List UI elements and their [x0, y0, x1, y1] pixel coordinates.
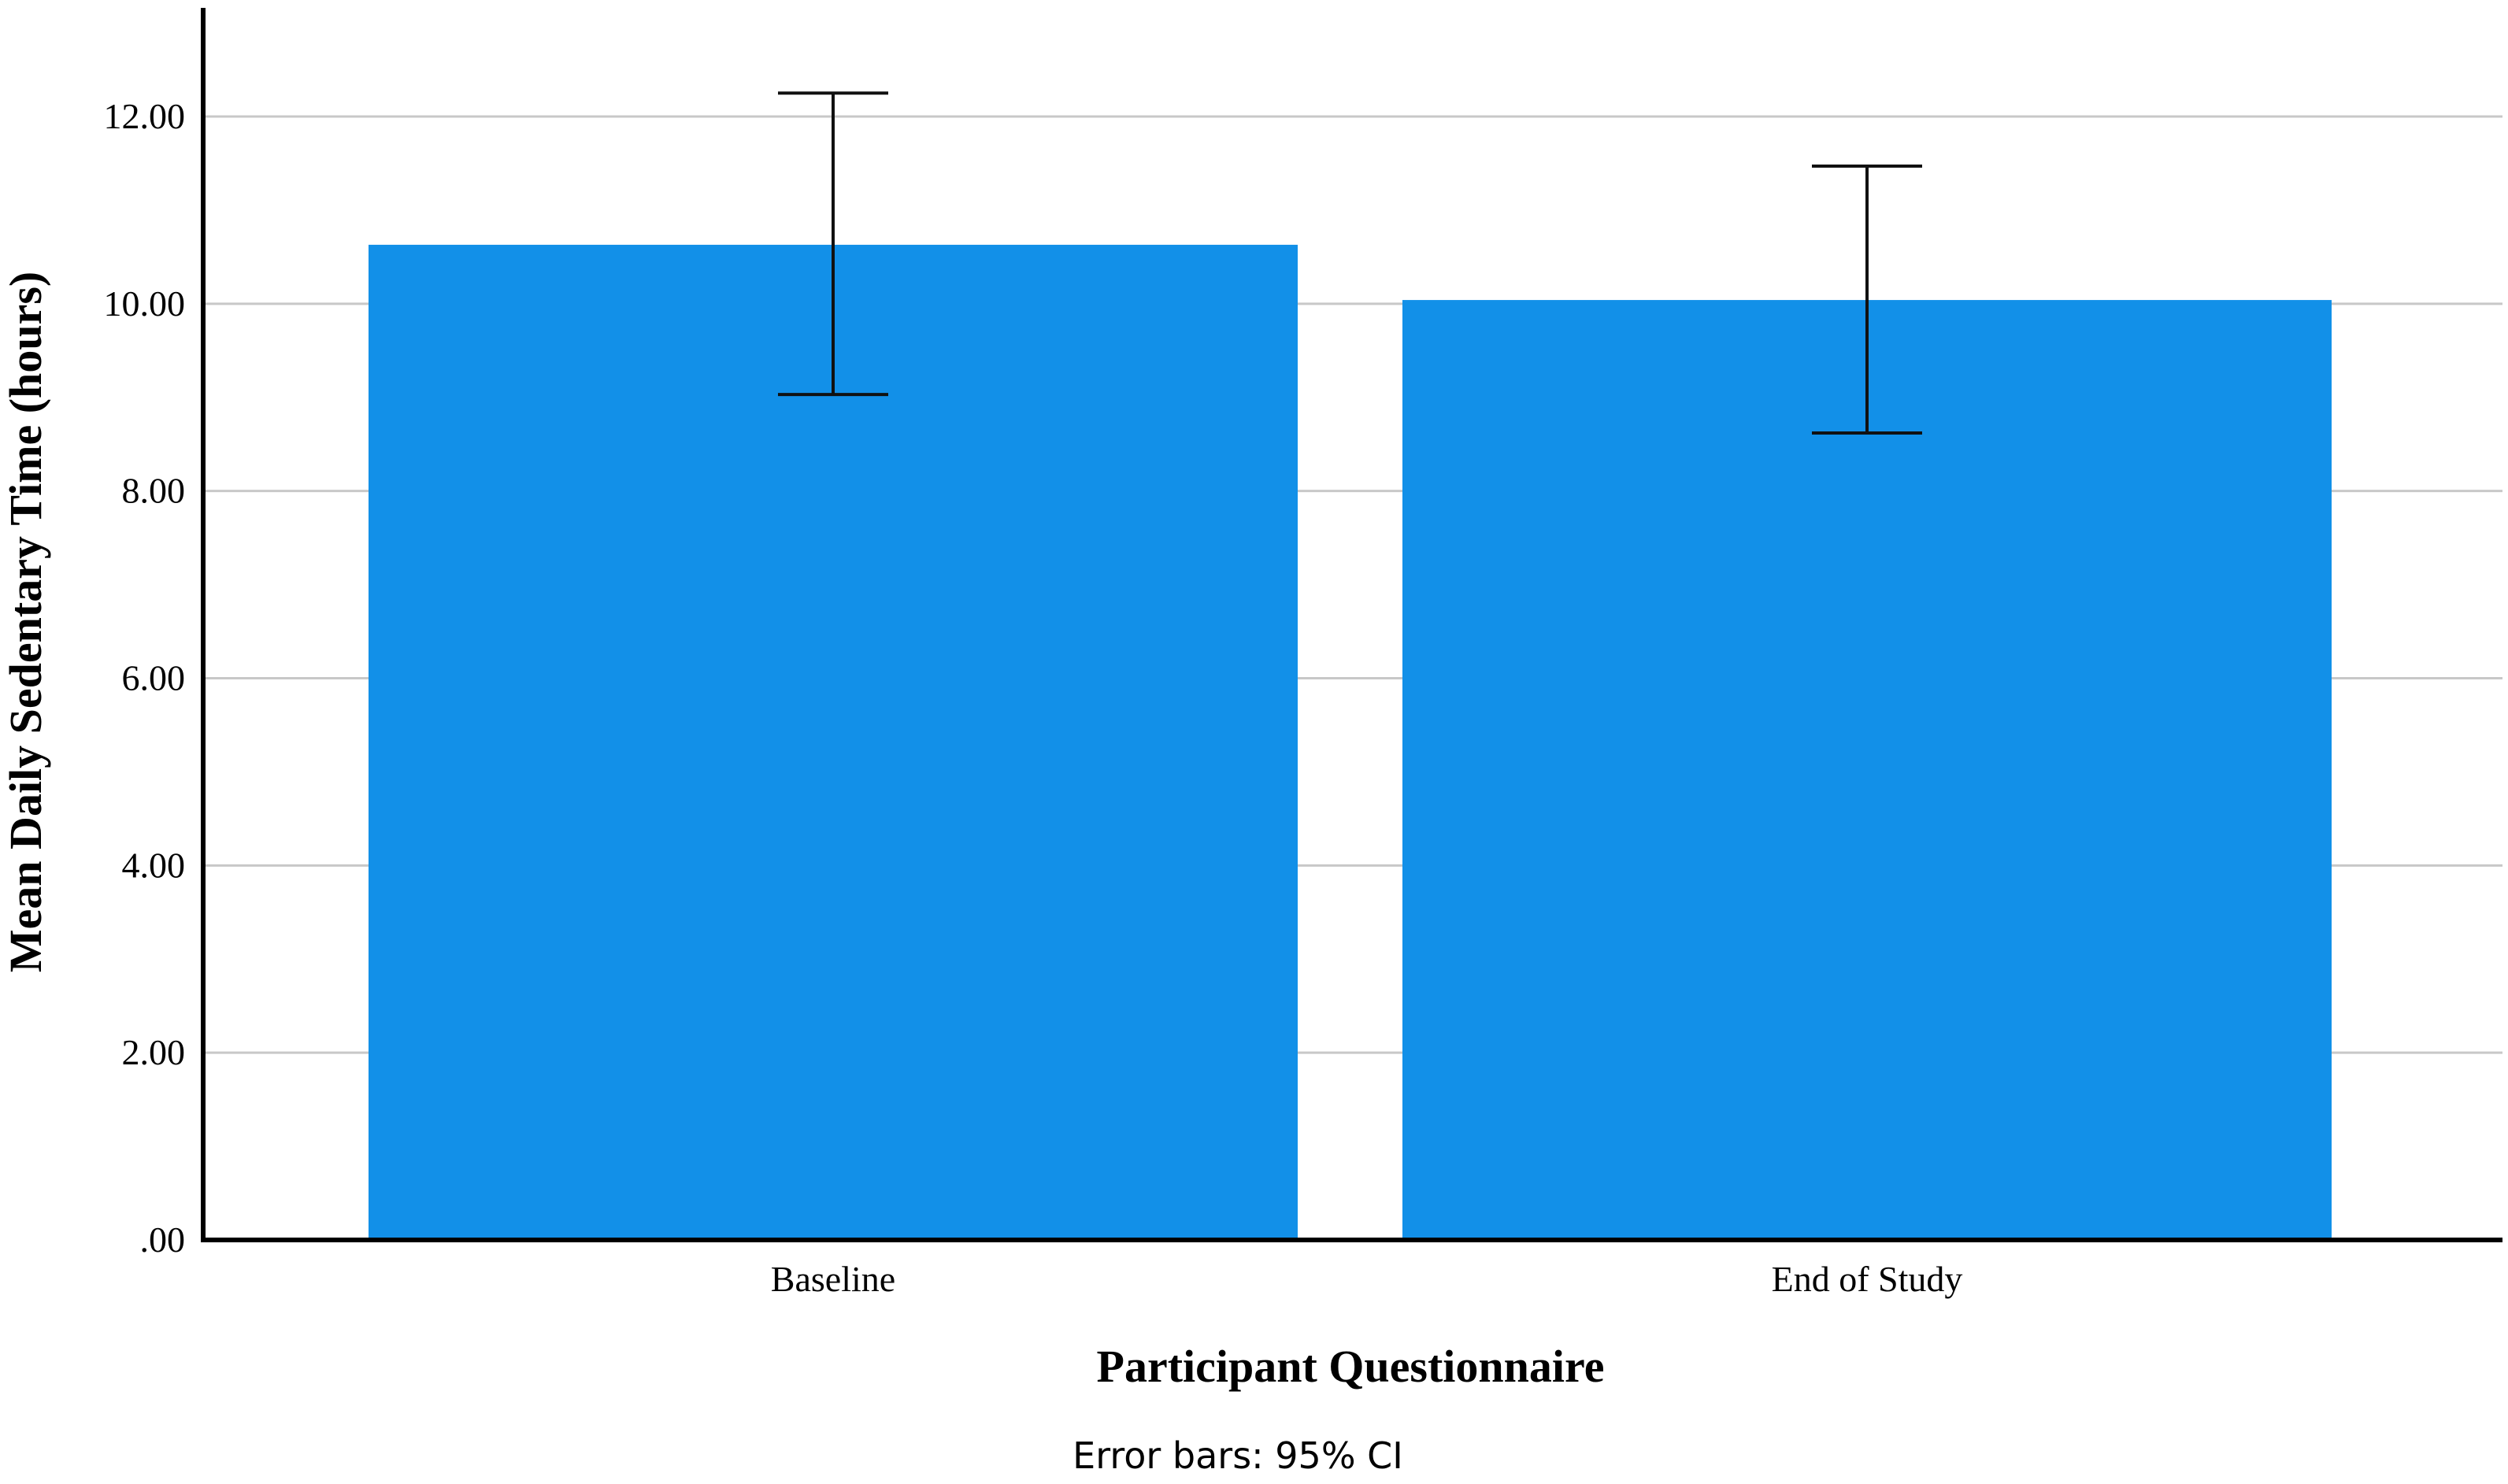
y-axis-title: Mean Daily Sedentary Time (hours): [0, 272, 51, 972]
y-tick-label-4: 8.00: [122, 471, 186, 511]
y-tick-label-0: .00: [140, 1219, 186, 1260]
x-tick-labels: Baseline End of Study: [771, 1259, 1963, 1299]
error-bars: [778, 91, 1922, 435]
axes: [201, 8, 2502, 1242]
bars: [369, 244, 2332, 1241]
y-tick-label-2: 4.00: [122, 845, 186, 885]
y-tick-label-3: 6.00: [122, 658, 186, 698]
x-tick-label-1: End of Study: [1772, 1259, 1963, 1299]
bar-1: [1402, 300, 2332, 1240]
y-tick-label-1: 2.00: [122, 1032, 186, 1072]
bar-0: [369, 244, 1298, 1241]
y-tick-labels: .00 2.00 4.00 6.00 8.00 10.00 12.00: [104, 96, 186, 1260]
x-axis-title: Participant Questionnaire: [1097, 1341, 1605, 1392]
error-bar-footnote: Error bars: 95% CI: [1072, 1434, 1403, 1477]
x-tick-label-0: Baseline: [771, 1259, 895, 1299]
y-tick-label-6: 12.00: [104, 96, 186, 136]
y-tick-label-5: 10.00: [104, 283, 186, 324]
